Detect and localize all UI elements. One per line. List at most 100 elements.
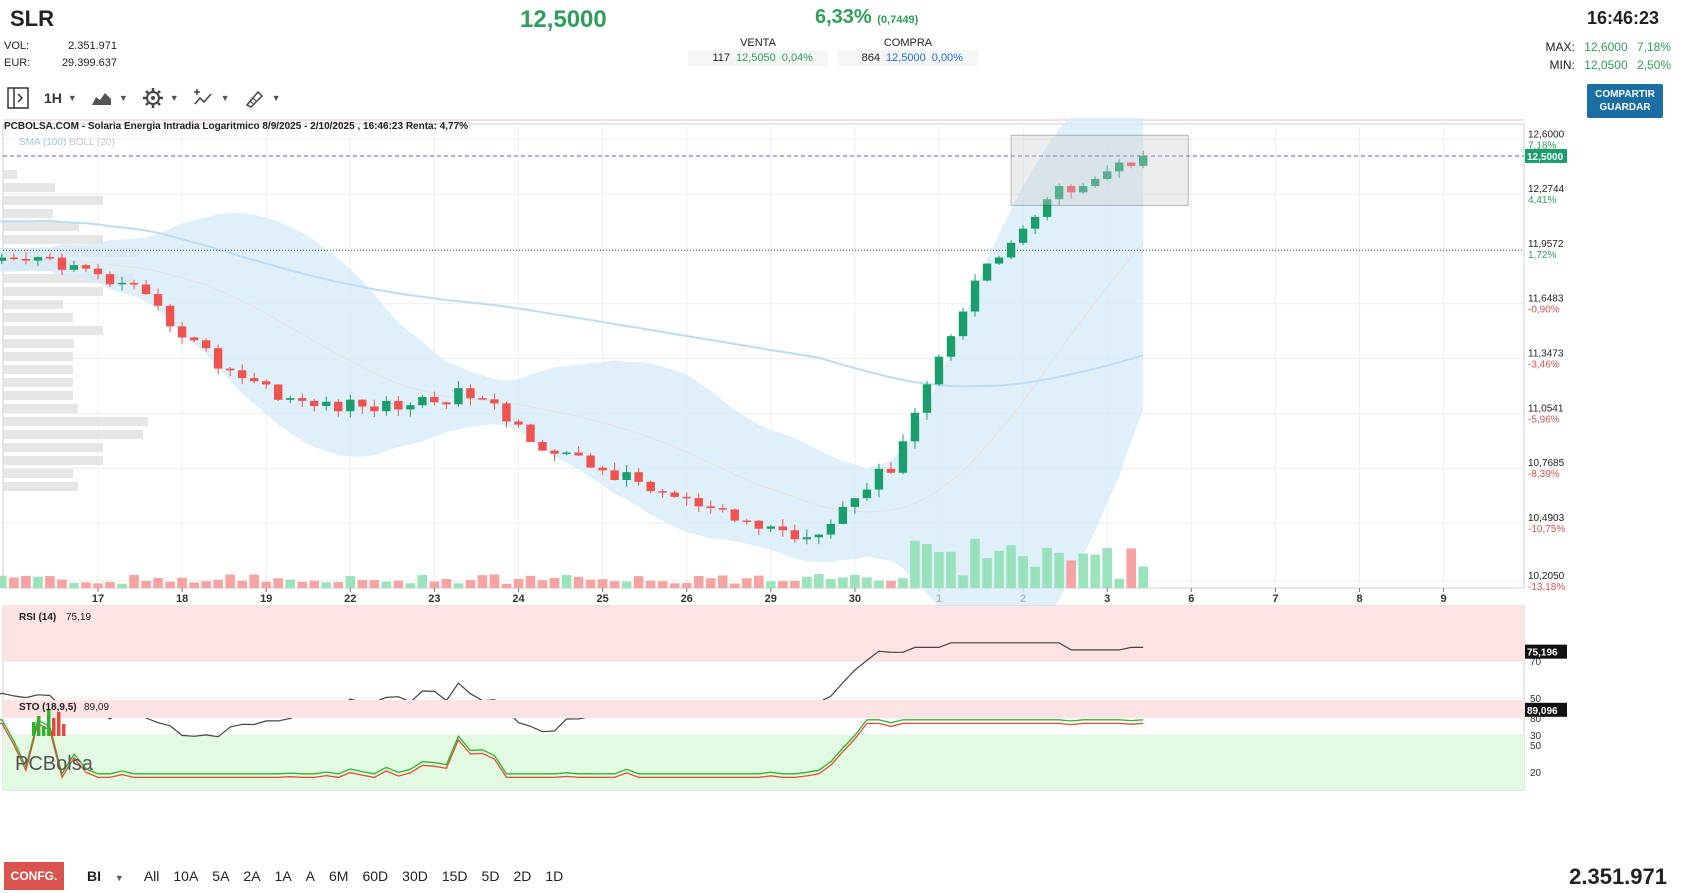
volume-bar [970, 538, 980, 588]
candle-body [1127, 162, 1136, 166]
volume-value: 2.351.971 [68, 40, 117, 52]
candle-body [430, 396, 439, 403]
volume-bar [765, 581, 776, 588]
volume-profile-bar [3, 196, 103, 205]
sto-tick-label: 50 [1530, 741, 1542, 752]
rsi-last-value: 75,19 [66, 612, 91, 623]
range-2d[interactable]: 2D [513, 868, 532, 884]
volume-profile-bar [3, 326, 103, 335]
candle-body [33, 257, 43, 261]
range-2a[interactable]: 2A [243, 868, 261, 884]
range-1d[interactable]: 1D [545, 868, 564, 884]
drawing-tools-selector[interactable]: ▼ [244, 88, 281, 108]
bid-price: 12,5000 [886, 52, 926, 64]
range-5a[interactable]: 5A [212, 868, 230, 884]
candle-body [261, 381, 271, 385]
indicators-selector[interactable]: ▼ [193, 88, 230, 108]
volume-bar [117, 583, 127, 588]
volume-bar [309, 580, 320, 588]
volume-bar [237, 580, 247, 588]
volume-bar [513, 578, 524, 588]
share-save-button[interactable]: COMPARTIR GUARDAR [1587, 84, 1663, 118]
euro-value: 29.399.637 [61, 57, 117, 69]
volume-profile-bar [3, 300, 63, 309]
change-absolute: (0,7449) [877, 14, 919, 26]
save-label: GUARDAR [1599, 102, 1651, 113]
y-tick-price: 12,6000 [1528, 129, 1565, 140]
volume-profile-bar [3, 443, 103, 452]
candle-body [454, 388, 463, 405]
sto-value-box [1525, 702, 1567, 717]
candle-body [910, 412, 920, 442]
volume-bar [165, 581, 175, 588]
interval-selector[interactable]: 1H ▼ [44, 90, 77, 106]
volume-bar [1078, 553, 1088, 588]
volume-bar [393, 580, 404, 588]
y-tick-percent: 4,41% [1528, 195, 1556, 206]
logo-bar [62, 724, 66, 736]
euro-label: EUR: [4, 57, 31, 69]
volume-bar [249, 574, 259, 588]
x-tick-label: 30 [849, 593, 861, 605]
volume-profile-bar [3, 274, 133, 283]
volume-bar [441, 579, 452, 588]
sto-tick-label: 20 [1530, 768, 1542, 779]
range-30d[interactable]: 30D [402, 868, 428, 884]
volume-bar [1090, 554, 1100, 588]
indicator-legend: SMA (100) BOLL (20) [19, 137, 115, 148]
min-price: 12,0500 [1584, 58, 1628, 72]
sto-k-line [0, 718, 1144, 776]
candle-body [574, 452, 583, 456]
volume-bar [537, 580, 548, 588]
bid-pct: 0,00% [931, 52, 963, 64]
volume-profile-bar [3, 430, 143, 439]
volume-bar [93, 583, 103, 588]
range-all[interactable]: All [143, 868, 160, 884]
volume-bar [898, 578, 908, 588]
y-tick-price: 11,9572 [1528, 239, 1564, 250]
range-6m[interactable]: 6M [329, 868, 349, 884]
volume-bar [201, 581, 211, 588]
volume-profile-bar [3, 404, 78, 413]
mode-selector[interactable]: BI ▼ [87, 868, 124, 884]
bid-box: COMPRA 864 12,5000 0,00% [838, 37, 978, 66]
volume-row: VOL: 2.351.971 [4, 40, 124, 54]
volume-bar [429, 581, 440, 588]
rsi-tick-label: 30 [1530, 731, 1542, 742]
toggle-panel-button[interactable] [6, 86, 30, 110]
candle-body [610, 470, 619, 481]
rsi-tick-label: 70 [1530, 657, 1542, 668]
candle-body [742, 520, 751, 523]
chart-type-selector[interactable]: ▼ [91, 89, 128, 107]
add-indicator-icon [193, 89, 212, 105]
range-10a[interactable]: 10A [173, 868, 199, 884]
candle-body [982, 263, 992, 281]
range-15d[interactable]: 15D [441, 868, 468, 884]
volume-bar [886, 580, 896, 588]
ask-qty: 117 [712, 52, 730, 64]
range-a[interactable]: A [305, 868, 316, 884]
range-5d[interactable]: 5D [481, 868, 500, 884]
y-tick-percent: -10,75% [1528, 524, 1565, 535]
candle-body [1090, 178, 1100, 187]
x-tick-label: 26 [681, 593, 693, 605]
candle-body [598, 467, 607, 471]
candle-body [298, 398, 307, 401]
volume-bar [549, 577, 560, 588]
volume-bar [946, 551, 956, 588]
settings-selector[interactable]: ▼ [142, 87, 179, 109]
candle-body [862, 489, 872, 499]
volume-bar [345, 576, 356, 588]
candle-body [57, 257, 67, 270]
candle-body [322, 401, 331, 407]
candle-body [766, 526, 775, 529]
candle-body [274, 384, 283, 400]
range-1a[interactable]: 1A [274, 868, 292, 884]
y-tick-percent: 1,72% [1528, 250, 1556, 261]
volume-bar [129, 574, 139, 588]
last-price-box [1525, 148, 1567, 163]
range-60d[interactable]: 60D [362, 868, 389, 884]
day-min: MIN: 12,0500 2,50% [1544, 58, 1671, 72]
config-button[interactable]: CONFG. [4, 862, 64, 890]
